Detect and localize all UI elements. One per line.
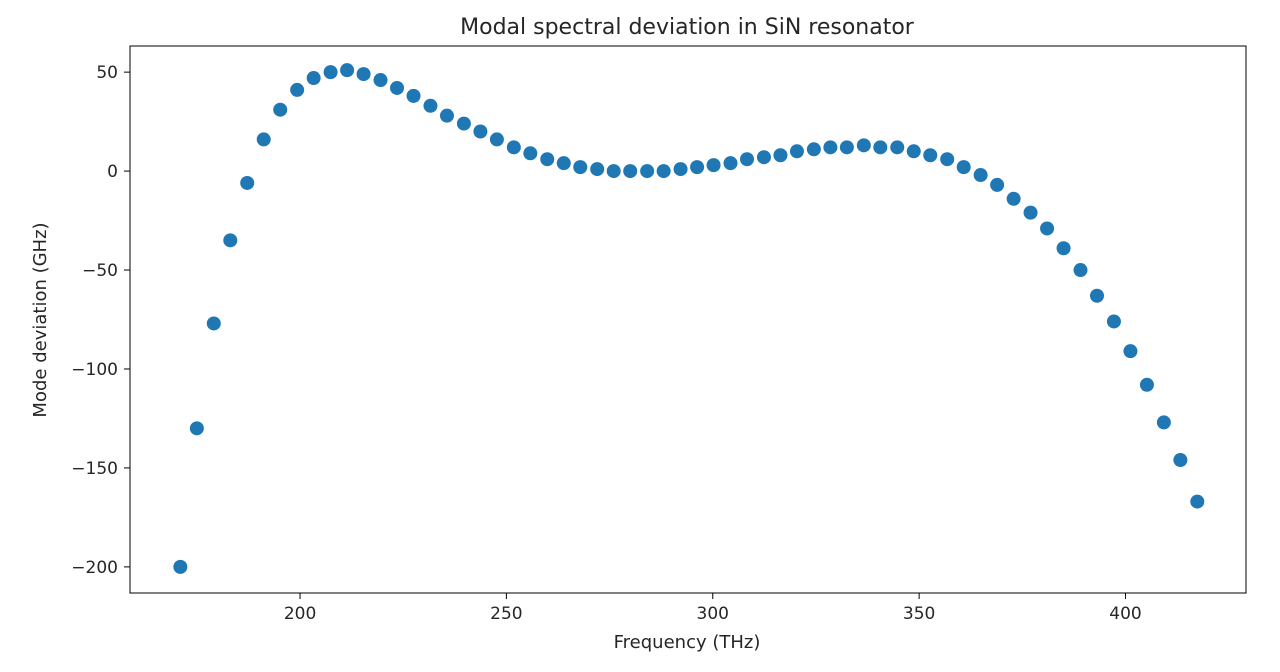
data-point	[656, 164, 671, 179]
data-point	[806, 142, 821, 157]
data-point	[1173, 453, 1188, 468]
data-point	[406, 88, 421, 103]
y-tick-label: 0	[107, 162, 118, 182]
data-point	[489, 132, 504, 147]
data-point	[523, 146, 538, 161]
data-point	[623, 164, 638, 179]
data-point	[1056, 241, 1071, 256]
data-point	[423, 98, 438, 113]
x-tick-label: 350	[903, 604, 935, 624]
data-point	[1023, 205, 1038, 220]
y-tick-label: −200	[71, 558, 118, 578]
data-point	[306, 71, 321, 86]
y-tick-label: −150	[71, 459, 118, 479]
x-axis-ticks: 200 250 300 350 400	[284, 593, 1142, 624]
data-point	[740, 152, 755, 167]
data-point	[923, 148, 938, 163]
data-point	[240, 175, 255, 190]
data-point	[540, 152, 555, 167]
data-point	[756, 150, 771, 165]
chart-title: Modal spectral deviation in SiN resonato…	[460, 15, 915, 40]
data-point	[340, 63, 355, 78]
data-point	[1006, 191, 1021, 206]
y-axis-ticks: 50 0 −50 −100 −150 −200	[71, 63, 130, 578]
data-point	[789, 144, 804, 159]
data-point	[690, 160, 705, 175]
data-point	[606, 164, 621, 179]
data-point	[940, 152, 955, 167]
data-point	[189, 421, 204, 436]
y-tick-label: 50	[96, 63, 118, 83]
data-point	[839, 140, 854, 155]
data-point	[990, 177, 1005, 192]
y-tick-label: −100	[71, 360, 118, 380]
data-point	[973, 168, 988, 183]
x-tick-label: 250	[490, 604, 522, 624]
data-point	[1123, 344, 1138, 359]
data-point	[373, 73, 388, 88]
data-point	[273, 102, 288, 117]
y-axis-label: Mode deviation (GHz)	[30, 222, 51, 417]
data-point	[223, 233, 238, 248]
data-point	[556, 156, 571, 171]
x-axis-label: Frequency (THz)	[614, 632, 761, 653]
x-tick-label: 300	[697, 604, 729, 624]
data-point	[256, 132, 271, 147]
data-point	[673, 162, 688, 177]
data-point	[640, 164, 655, 179]
data-point	[439, 108, 454, 123]
x-tick-label: 200	[284, 604, 316, 624]
data-point	[906, 144, 921, 159]
data-point	[706, 158, 721, 173]
data-point	[1106, 314, 1121, 329]
data-point	[890, 140, 905, 155]
plot-frame	[129, 45, 1247, 594]
data-point	[456, 116, 471, 131]
data-point	[506, 140, 521, 155]
data-point	[1040, 221, 1055, 236]
data-point	[590, 162, 605, 177]
y-tick-label: −50	[82, 261, 118, 281]
data-point	[290, 82, 305, 97]
data-point	[206, 316, 221, 331]
data-point	[173, 559, 188, 574]
data-point	[1139, 377, 1154, 392]
data-point	[1156, 415, 1171, 430]
data-point	[956, 160, 971, 175]
data-point	[773, 148, 788, 163]
data-points	[173, 63, 1205, 574]
data-point	[1190, 494, 1205, 509]
data-point	[1073, 263, 1088, 278]
data-point	[823, 140, 838, 155]
data-point	[390, 80, 405, 95]
data-point	[856, 138, 871, 153]
data-point	[723, 156, 738, 171]
data-point	[1090, 288, 1105, 303]
data-point	[873, 140, 888, 155]
data-point	[323, 65, 338, 80]
data-point	[473, 124, 488, 139]
data-point	[573, 160, 588, 175]
x-tick-label: 400	[1109, 604, 1141, 624]
data-point	[356, 67, 371, 82]
